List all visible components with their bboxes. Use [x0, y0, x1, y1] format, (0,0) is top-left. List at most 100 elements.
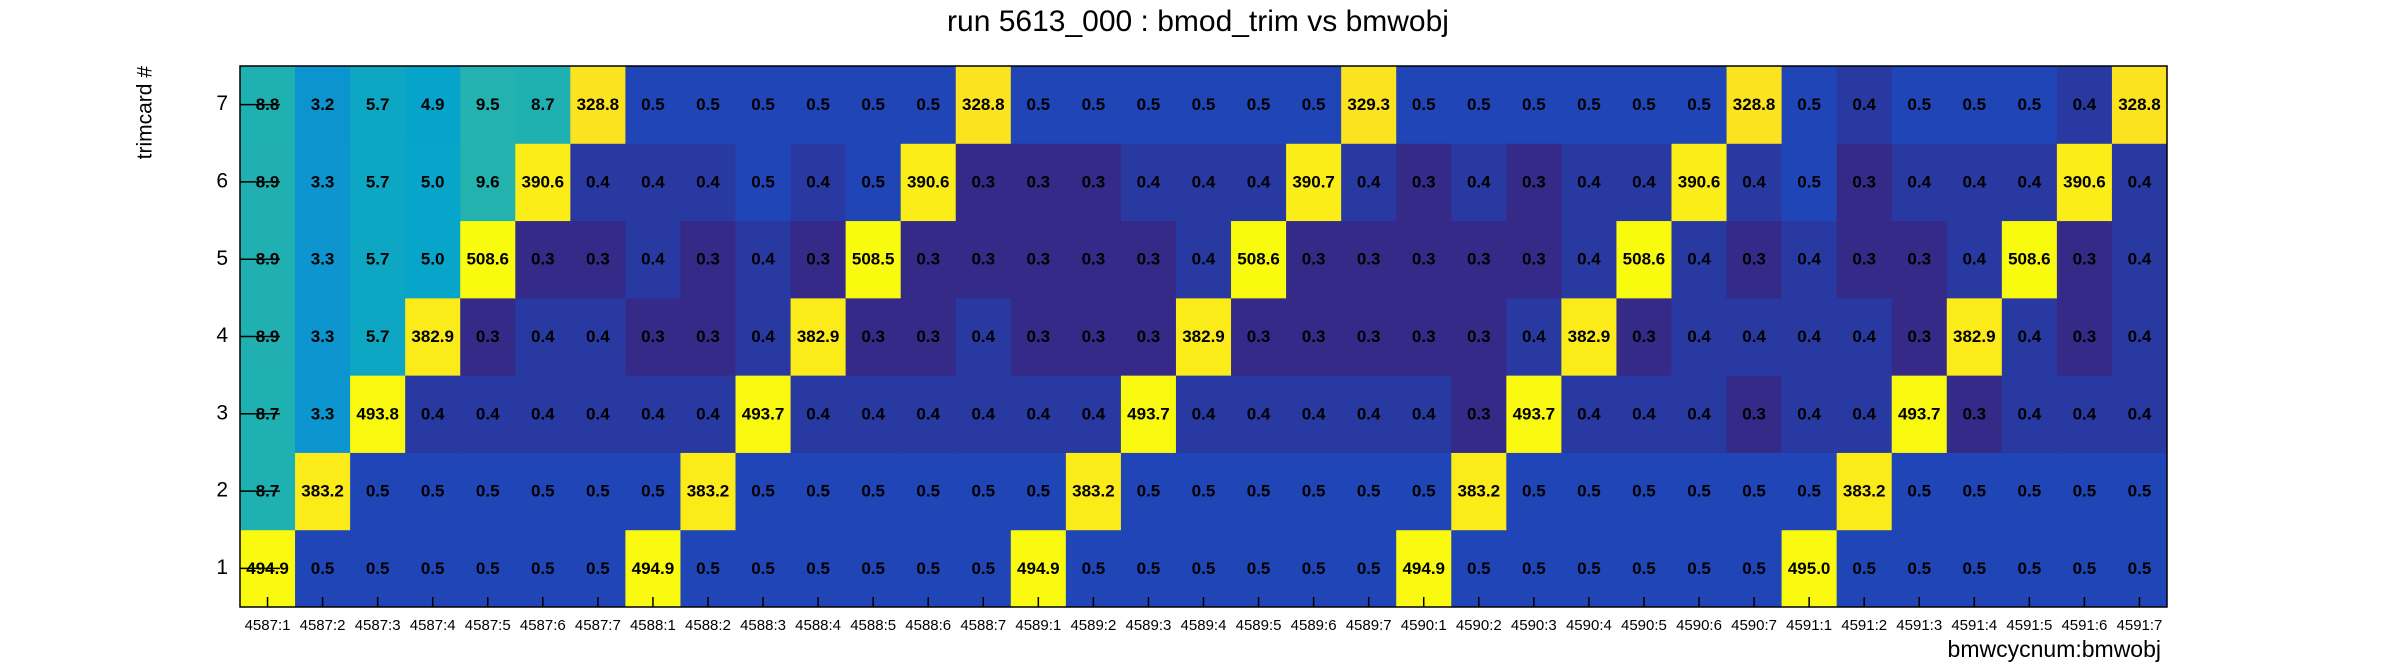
cell-label: 0.5: [751, 482, 775, 501]
x-tick-label: 4590:4: [1566, 617, 1612, 634]
cell: [1891, 452, 1948, 531]
cell-label: 0.4: [1302, 404, 1326, 423]
cell-label: 0.4: [2018, 404, 2042, 423]
cell-label: 0.3: [1357, 327, 1381, 346]
cell-label: 0.3: [1027, 172, 1051, 191]
cell: [1120, 143, 1177, 222]
cell: [845, 66, 902, 144]
cell: [1010, 375, 1067, 453]
cell-label: 0.4: [586, 404, 610, 423]
cell-label: 0.3: [916, 327, 940, 346]
cell: [1946, 375, 2003, 453]
cell-label: 0.3: [1137, 250, 1161, 269]
cell-label: 0.5: [1907, 95, 1931, 114]
cell: [1616, 529, 1672, 608]
cell: [295, 529, 351, 608]
cell-label: 0.5: [1137, 559, 1161, 578]
cell-label: 0.5: [1192, 95, 1216, 114]
cell: [625, 220, 681, 299]
cell-label: 383.2: [1843, 482, 1886, 501]
cell-label: 0.5: [1192, 559, 1216, 578]
cell: [1616, 66, 1672, 144]
cell-label: 0.5: [1082, 559, 1106, 578]
cell: [1506, 220, 1562, 299]
cell-label: 0.3: [1412, 327, 1436, 346]
x-axis-label: bmwcycnum:bmwobj: [1948, 636, 2161, 662]
cell: [515, 375, 571, 453]
cell: [1341, 220, 1397, 299]
cell: [1891, 297, 1948, 376]
cell: [2111, 452, 2168, 531]
cell-label: 508.6: [1623, 250, 1666, 269]
cell-label: 383.2: [1458, 482, 1501, 501]
cell: [2056, 220, 2113, 299]
cell-label: 0.4: [1577, 250, 1601, 269]
cell-label: 493.7: [1127, 404, 1170, 423]
cell: [1891, 375, 1948, 453]
x-tick-label: 4588:2: [685, 617, 731, 634]
cell: [625, 143, 681, 222]
cell-label: 0.4: [1797, 327, 1821, 346]
cell-label: 382.9: [797, 327, 840, 346]
cell-label: 0.4: [696, 404, 720, 423]
cell: [350, 452, 406, 531]
cell-label: 0.4: [1687, 327, 1711, 346]
cell: [1231, 375, 1287, 453]
cell-label: 0.5: [2073, 559, 2097, 578]
cell: [1451, 66, 1507, 144]
cell: [1120, 220, 1177, 299]
cell-label: 0.5: [1907, 482, 1931, 501]
cell-label: 5.7: [366, 250, 390, 269]
cell: [460, 529, 516, 608]
cell: [790, 143, 847, 222]
cell: [1231, 143, 1287, 222]
y-tick-label: 2: [216, 479, 228, 502]
cell-label: 0.5: [1082, 95, 1106, 114]
cell-label: 508.5: [852, 250, 895, 269]
cell-label: 0.4: [2128, 404, 2152, 423]
cell: [295, 452, 351, 531]
cell: [680, 529, 737, 608]
cell-label: 383.2: [1072, 482, 1115, 501]
cell: [1065, 220, 1122, 299]
cell-label: 0.5: [531, 482, 555, 501]
cell-label: 0.3: [1412, 172, 1436, 191]
cell-label: 0.5: [916, 95, 940, 114]
cell: [1396, 66, 1452, 144]
cell-label: 383.2: [301, 482, 344, 501]
cell-label: 0.4: [1192, 404, 1216, 423]
cell-label: 0.5: [476, 482, 500, 501]
cell-label: 0.3: [1247, 327, 1271, 346]
x-tick-label: 4587:6: [520, 617, 566, 634]
cell: [900, 297, 957, 376]
cell-label: 0.4: [1687, 404, 1711, 423]
cell: [845, 143, 902, 222]
cell: [2001, 66, 2058, 144]
cell: [570, 220, 626, 299]
cell: [2056, 297, 2113, 376]
x-tick-label: 4589:1: [1015, 617, 1061, 634]
cell: [1671, 452, 1728, 531]
cell: [1506, 143, 1562, 222]
cell: [1561, 220, 1617, 299]
cell-label: 0.4: [1962, 172, 1986, 191]
cell-label: 0.4: [2128, 172, 2152, 191]
cell-label: 3.3: [311, 172, 335, 191]
cell: [570, 66, 626, 144]
cell-label: 0.3: [1027, 327, 1051, 346]
cell-label: 0.4: [1962, 250, 1986, 269]
cell-label: 0.4: [861, 404, 885, 423]
cell: [1726, 297, 1783, 376]
cell: [845, 297, 902, 376]
cell-label: 0.5: [971, 482, 995, 501]
cell: [1010, 66, 1067, 144]
cell-label: 0.3: [971, 172, 995, 191]
cell-label: 390.6: [1678, 172, 1721, 191]
cell-label: 0.3: [476, 327, 500, 346]
cell: [1836, 297, 1893, 376]
cell: [1231, 297, 1287, 376]
cell-label: 0.3: [1082, 327, 1106, 346]
cell-label: 329.3: [1347, 95, 1390, 114]
cell-label: 0.5: [1577, 559, 1601, 578]
cell-label: 0.5: [1577, 482, 1601, 501]
